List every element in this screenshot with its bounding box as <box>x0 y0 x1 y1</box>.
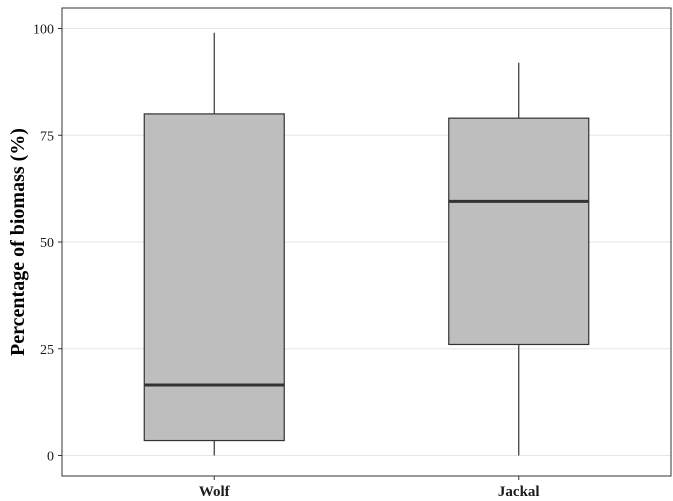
y-axis-title: Percentage of biomass (%) <box>7 128 29 356</box>
box-wolf <box>143 32 285 456</box>
y-tick-label-50: 50 <box>40 236 54 251</box>
x-tick-label-jackal: Jackal <box>498 484 540 500</box>
iqr-box-wolf <box>143 113 285 442</box>
box-jackal <box>448 62 590 456</box>
boxes-layer <box>143 32 590 456</box>
y-tick-label-100: 100 <box>33 23 54 38</box>
iqr-box-jackal <box>448 117 590 346</box>
y-tick-label-25: 25 <box>40 343 54 358</box>
y-tick-label-75: 75 <box>40 129 54 144</box>
x-axis: Wolf Jackal <box>199 476 540 500</box>
y-tick-label-0: 0 <box>47 450 54 465</box>
x-tick-label-wolf: Wolf <box>199 484 231 500</box>
y-axis: 0 25 50 75 100 <box>33 23 62 465</box>
